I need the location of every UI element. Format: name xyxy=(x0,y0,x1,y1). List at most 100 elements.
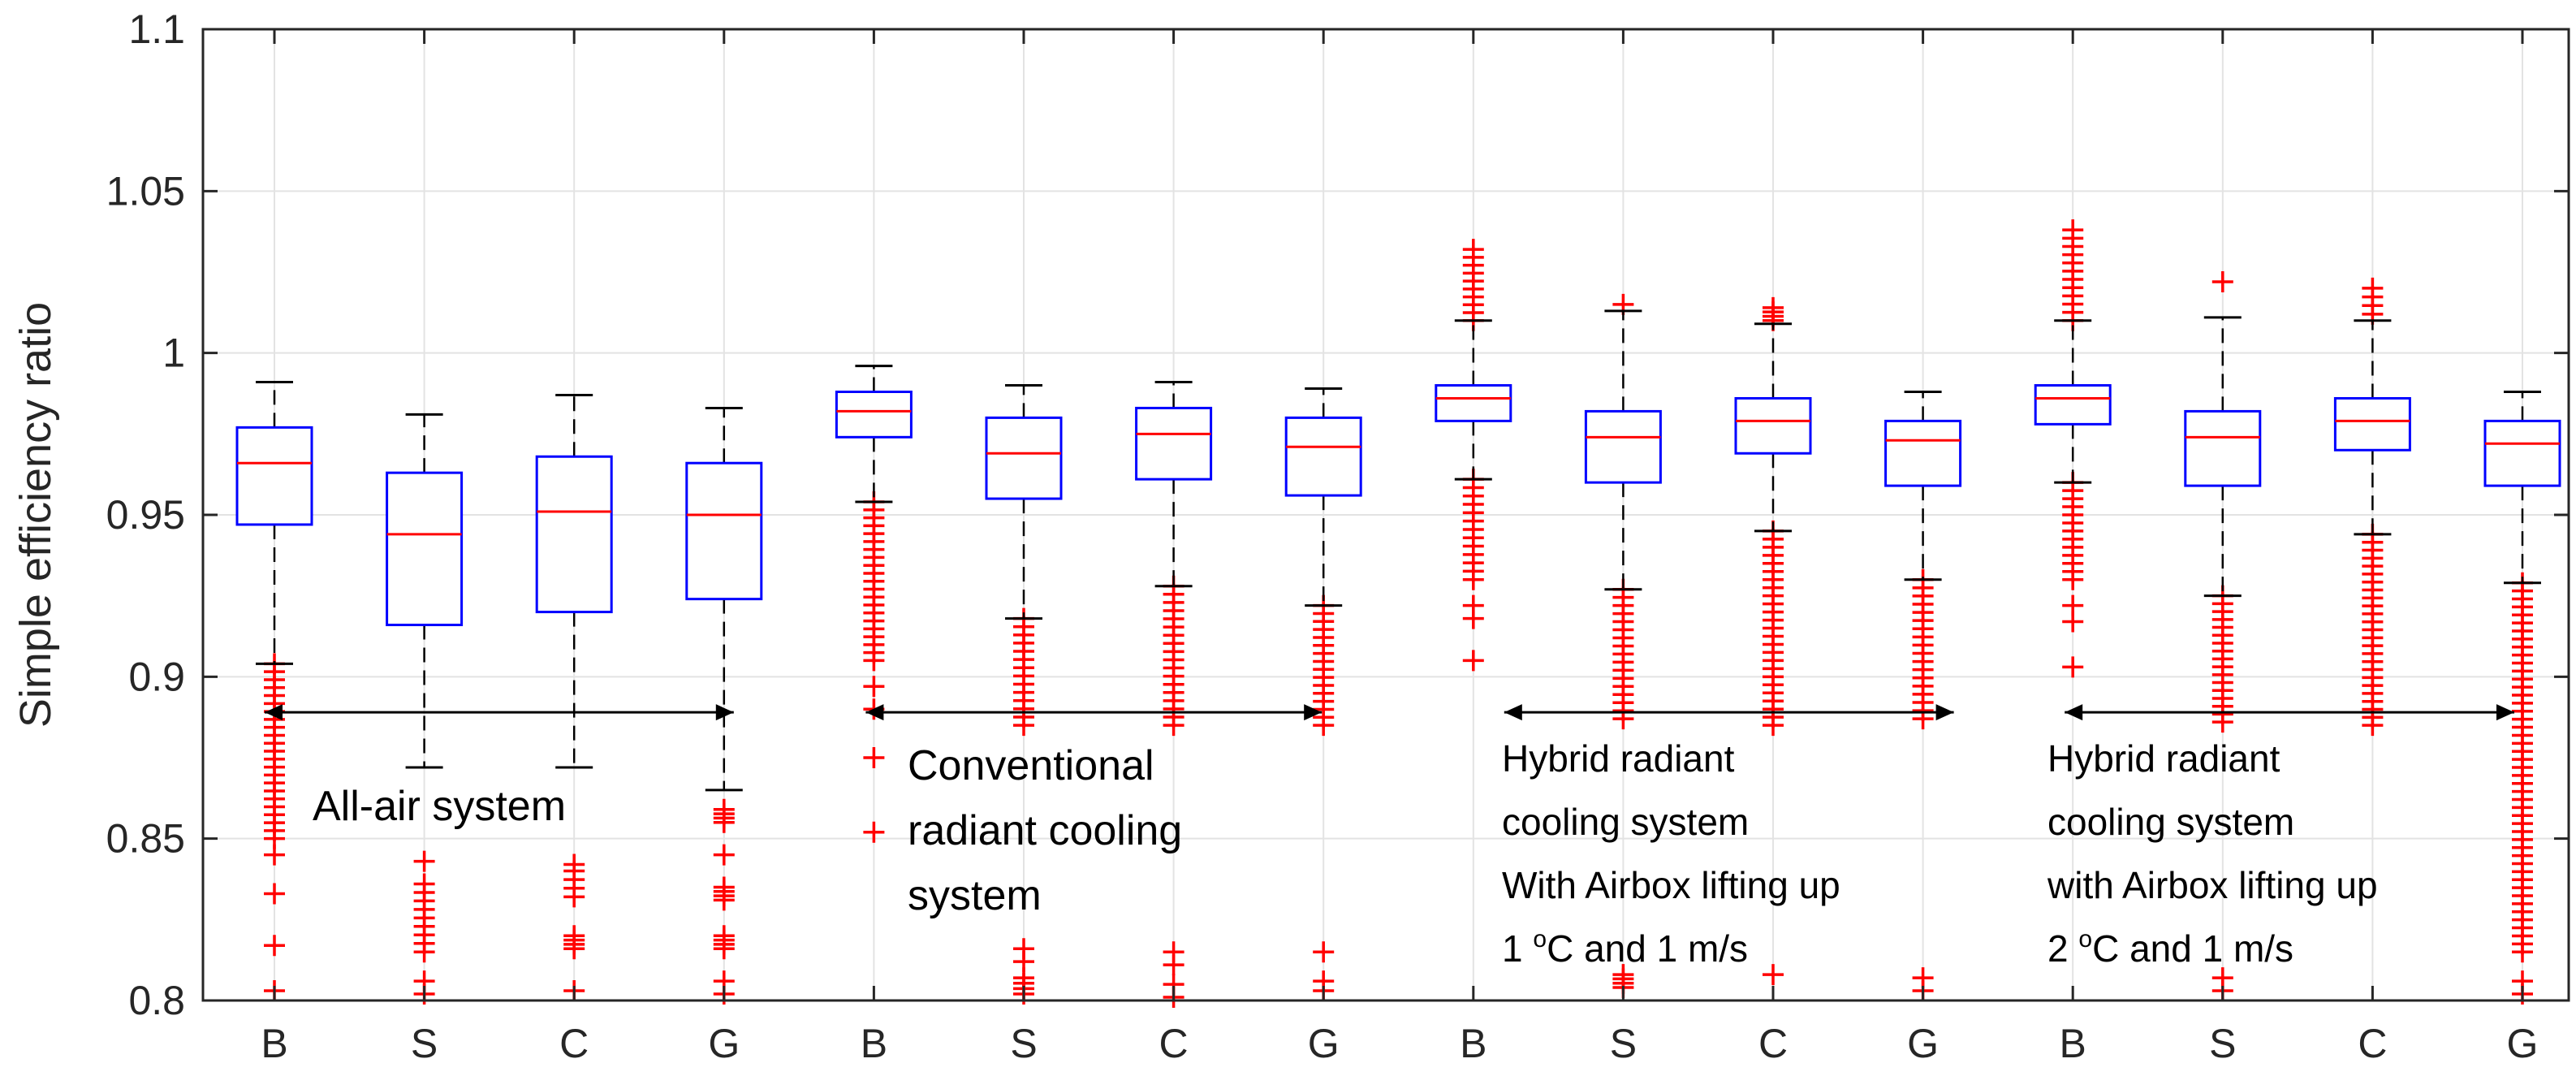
outlier-point xyxy=(863,821,885,843)
outlier-point xyxy=(1763,296,1784,318)
iqr-box xyxy=(235,426,313,526)
box-G xyxy=(1884,391,1962,581)
outliers-S xyxy=(413,850,435,1005)
group-label-line: cooling system xyxy=(1502,801,1749,843)
group-annotation-3: Hybrid radiant cooling system With Airbox … xyxy=(1502,704,1954,970)
boxes xyxy=(235,309,2561,792)
y-tick-label: 1 xyxy=(162,331,185,376)
x-tick-label: G xyxy=(1308,1021,1340,1066)
outliers-B xyxy=(2062,219,2084,678)
outlier-point xyxy=(264,935,285,957)
iqr-box xyxy=(985,416,1063,500)
arrow-head-left xyxy=(2065,704,2083,721)
outliers-B xyxy=(863,491,885,843)
box-S xyxy=(2184,316,2262,598)
outliers-G xyxy=(2512,572,2533,1005)
group-annotation-1: All-air system xyxy=(265,704,734,830)
outlier-point xyxy=(2062,219,2084,241)
x-tick-label: C xyxy=(1159,1021,1189,1066)
outlier-point xyxy=(2062,656,2084,678)
x-tick-label: C xyxy=(2358,1021,2387,1066)
iqr-box xyxy=(1734,396,1812,455)
x-tick-label: B xyxy=(861,1021,887,1066)
arrow-head-right xyxy=(1304,704,1323,721)
group-label-line: system xyxy=(908,872,1042,919)
box-S xyxy=(386,413,464,769)
outlier-point xyxy=(713,876,735,898)
box-B xyxy=(235,381,313,665)
iqr-box xyxy=(1284,416,1362,497)
iqr-box xyxy=(535,455,613,614)
box-B xyxy=(835,365,913,503)
iqr-box xyxy=(2483,419,2561,487)
outliers-C xyxy=(563,853,585,1002)
outliers-G xyxy=(1912,568,1934,1002)
x-tick-label: G xyxy=(1907,1021,1939,1066)
outlier-point xyxy=(1612,964,1634,986)
group-annotation-2: Conventional radiant cooling system xyxy=(865,704,1323,919)
outlier-point xyxy=(863,747,885,768)
iqr-box xyxy=(2333,396,2411,452)
box-C xyxy=(535,393,613,769)
outlier-point xyxy=(1763,964,1784,986)
group-label-line: radiant cooling xyxy=(908,807,1182,854)
arrow-head-left xyxy=(865,704,884,721)
outlier-point xyxy=(1462,650,1484,672)
ticks: 0.8 0.85 0.9 0.95 1 1.05 1.1 B S C G B S C G B S C G B S C G xyxy=(106,6,2569,1066)
outlier-point xyxy=(713,925,735,947)
outlier-point xyxy=(1313,941,1335,963)
iqr-box xyxy=(685,461,763,601)
outlier-point xyxy=(563,853,585,875)
outliers-C xyxy=(2362,277,2384,737)
outliers-C xyxy=(1763,296,1784,986)
box-G xyxy=(685,406,763,792)
outlier-point xyxy=(1013,951,1034,973)
y-tick-label: 0.95 xyxy=(106,492,185,538)
x-tick-label: S xyxy=(1610,1021,1637,1066)
degree-sup: o xyxy=(1533,926,1547,953)
degree-sup: o xyxy=(2078,926,2092,953)
box-B xyxy=(2034,319,2112,484)
y-tick-label: 0.9 xyxy=(128,654,185,699)
x-tick-label: B xyxy=(261,1021,287,1066)
box-G xyxy=(1284,387,1362,607)
box-S xyxy=(1584,309,1662,591)
group-label-line: All-air system xyxy=(313,783,566,830)
outlier-point xyxy=(563,925,585,947)
outlier-point xyxy=(863,676,885,698)
x-tick-label: S xyxy=(411,1021,438,1066)
label-pre: 2 xyxy=(2047,927,2078,970)
outlier-point xyxy=(2362,277,2384,299)
arrow-head-right xyxy=(715,704,734,721)
group-label-line: 1 oC and 1 m/s xyxy=(1502,926,1748,970)
iqr-box xyxy=(1884,419,1962,487)
outlier-point xyxy=(413,873,435,895)
x-tick-label: B xyxy=(2060,1021,2086,1066)
outlier-point xyxy=(264,883,285,905)
label-pre: 1 xyxy=(1502,927,1533,970)
iqr-box xyxy=(835,391,913,439)
iqr-box xyxy=(1135,406,1213,481)
arrow-head-right xyxy=(2496,704,2514,721)
outlier-point xyxy=(713,798,735,820)
arrow-head-left xyxy=(1504,704,1522,721)
outliers-G xyxy=(713,798,735,1005)
x-tick-label: C xyxy=(1758,1021,1788,1066)
x-tick-label: S xyxy=(1010,1021,1037,1066)
y-tick-label: 0.85 xyxy=(106,816,185,862)
x-tick-label: S xyxy=(2209,1021,2236,1066)
iqr-box xyxy=(386,471,464,627)
y-tick-label: 0.8 xyxy=(128,978,185,1023)
group-label-line: Hybrid radiant xyxy=(1502,737,1735,780)
group-label-line: cooling system xyxy=(2047,801,2294,843)
outlier-point xyxy=(713,844,735,866)
group-label-line: 2 oC and 1 m/s xyxy=(2047,926,2293,970)
box-C xyxy=(1734,322,1812,533)
x-tick-label: C xyxy=(559,1021,589,1066)
group-label-line: Hybrid radiant xyxy=(2047,737,2280,780)
x-tick-label: G xyxy=(708,1021,740,1066)
outlier-point xyxy=(1462,239,1484,261)
iqr-box xyxy=(2034,384,2112,426)
outlier-point xyxy=(2062,611,2084,633)
